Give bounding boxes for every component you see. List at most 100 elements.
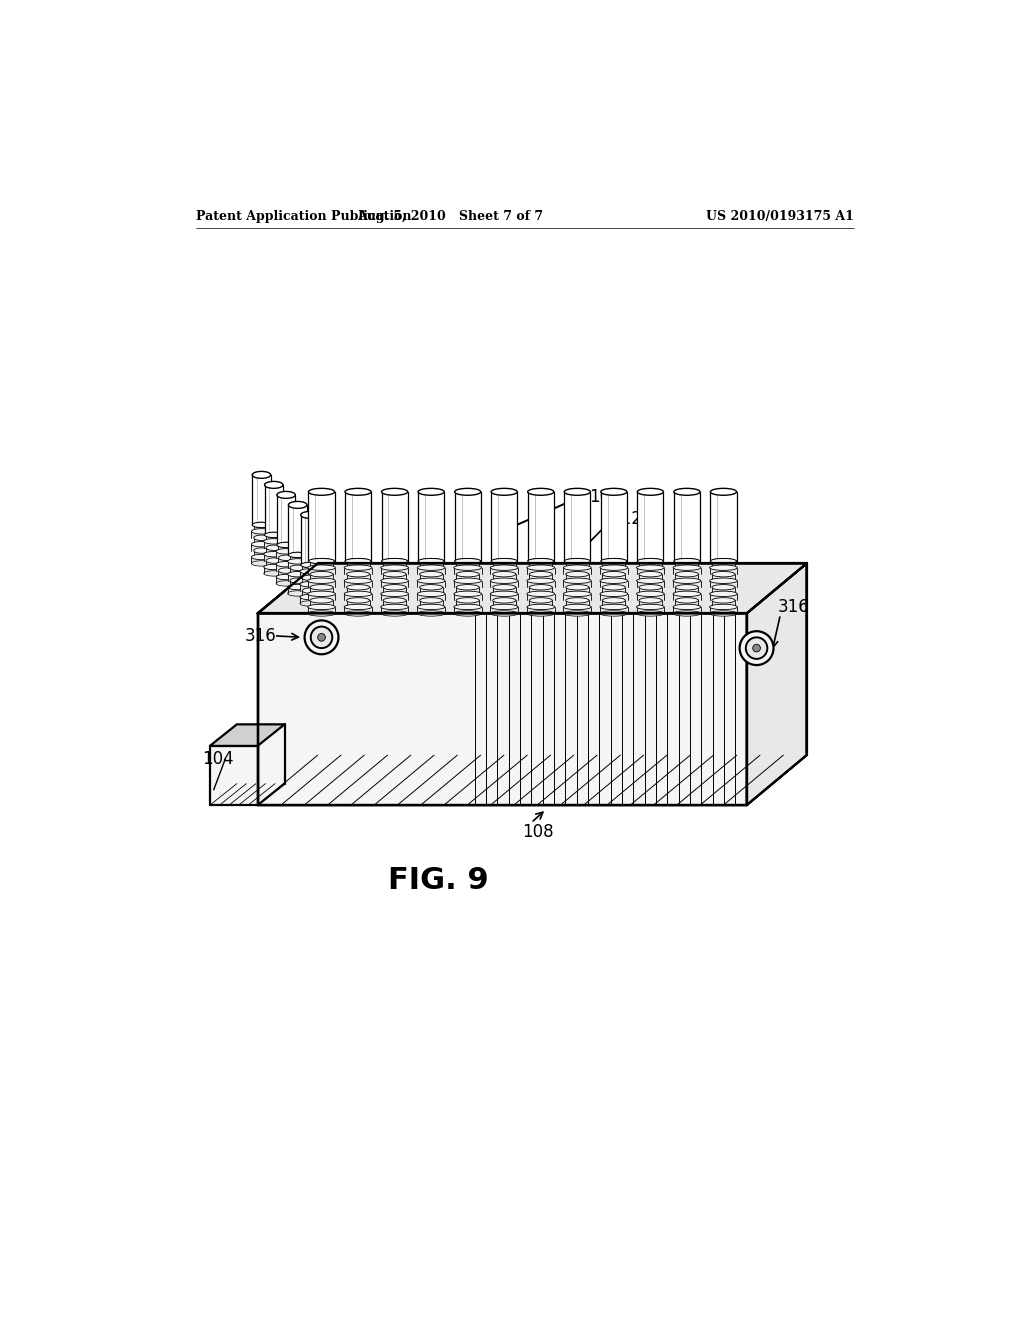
Polygon shape (602, 574, 626, 581)
Ellipse shape (637, 591, 665, 597)
Polygon shape (527, 581, 555, 587)
Polygon shape (527, 594, 555, 601)
Ellipse shape (710, 591, 737, 597)
Polygon shape (344, 581, 372, 587)
Ellipse shape (310, 585, 333, 590)
Polygon shape (637, 492, 664, 561)
Circle shape (753, 644, 761, 652)
Ellipse shape (455, 558, 481, 564)
Ellipse shape (418, 565, 445, 570)
Ellipse shape (264, 565, 284, 570)
Ellipse shape (711, 558, 736, 564)
Polygon shape (710, 607, 737, 614)
Ellipse shape (563, 578, 591, 583)
Polygon shape (454, 607, 481, 614)
Text: FIG. 9: FIG. 9 (388, 866, 488, 895)
Ellipse shape (289, 552, 307, 557)
Polygon shape (565, 601, 589, 607)
Ellipse shape (290, 578, 305, 583)
Ellipse shape (346, 572, 370, 577)
Ellipse shape (346, 585, 370, 590)
Ellipse shape (456, 598, 479, 603)
Text: 316: 316 (777, 598, 809, 615)
Ellipse shape (383, 572, 407, 577)
Ellipse shape (344, 565, 372, 570)
Polygon shape (710, 581, 737, 587)
Circle shape (739, 631, 773, 665)
Ellipse shape (381, 565, 409, 570)
Text: 316: 316 (245, 627, 276, 644)
Polygon shape (279, 558, 294, 564)
Polygon shape (456, 587, 479, 594)
Polygon shape (711, 492, 736, 561)
Ellipse shape (456, 585, 479, 590)
Text: US 2010/0193175 A1: US 2010/0193175 A1 (707, 210, 854, 223)
Polygon shape (310, 587, 333, 594)
Polygon shape (676, 587, 698, 594)
Ellipse shape (600, 605, 628, 610)
Polygon shape (381, 607, 409, 614)
Ellipse shape (712, 558, 735, 564)
Polygon shape (456, 561, 479, 568)
Ellipse shape (637, 565, 665, 570)
Polygon shape (346, 587, 370, 594)
Ellipse shape (527, 591, 555, 597)
Ellipse shape (637, 558, 664, 564)
Ellipse shape (252, 541, 271, 546)
Ellipse shape (279, 543, 294, 548)
Ellipse shape (418, 605, 445, 610)
Ellipse shape (565, 572, 589, 577)
Ellipse shape (493, 585, 516, 590)
Polygon shape (310, 561, 333, 568)
Ellipse shape (288, 558, 307, 564)
Polygon shape (492, 492, 517, 561)
Polygon shape (383, 574, 407, 581)
Ellipse shape (565, 558, 589, 564)
Polygon shape (673, 581, 700, 587)
Polygon shape (300, 572, 319, 578)
Polygon shape (602, 601, 626, 607)
Text: Aug. 5, 2010   Sheet 7 of 7: Aug. 5, 2010 Sheet 7 of 7 (357, 210, 543, 223)
Ellipse shape (346, 558, 370, 564)
Ellipse shape (529, 598, 552, 603)
Polygon shape (258, 564, 807, 614)
Polygon shape (266, 535, 282, 541)
Polygon shape (254, 525, 269, 532)
Ellipse shape (307, 611, 336, 616)
Ellipse shape (289, 502, 307, 508)
Ellipse shape (381, 611, 409, 616)
Ellipse shape (420, 572, 442, 577)
Polygon shape (493, 601, 516, 607)
Polygon shape (420, 601, 442, 607)
Ellipse shape (565, 585, 589, 590)
Ellipse shape (712, 585, 735, 590)
Ellipse shape (637, 578, 665, 583)
Polygon shape (418, 492, 444, 561)
Circle shape (317, 634, 326, 642)
Ellipse shape (420, 558, 442, 564)
Ellipse shape (381, 578, 409, 583)
Polygon shape (276, 564, 296, 570)
Circle shape (745, 638, 767, 659)
Polygon shape (712, 574, 735, 581)
Polygon shape (266, 561, 282, 568)
Ellipse shape (673, 578, 700, 583)
Ellipse shape (711, 488, 736, 495)
Polygon shape (529, 601, 552, 607)
Ellipse shape (290, 565, 305, 570)
Ellipse shape (490, 565, 518, 570)
Ellipse shape (493, 558, 516, 564)
Ellipse shape (601, 558, 627, 564)
Ellipse shape (254, 535, 269, 540)
Ellipse shape (602, 558, 626, 564)
Polygon shape (288, 574, 307, 581)
Ellipse shape (527, 578, 555, 583)
Ellipse shape (300, 594, 319, 599)
Ellipse shape (676, 598, 698, 603)
Text: 104: 104 (202, 750, 233, 768)
Ellipse shape (600, 578, 628, 583)
Polygon shape (290, 554, 305, 561)
Ellipse shape (639, 585, 662, 590)
Polygon shape (308, 492, 335, 561)
Polygon shape (252, 544, 271, 550)
